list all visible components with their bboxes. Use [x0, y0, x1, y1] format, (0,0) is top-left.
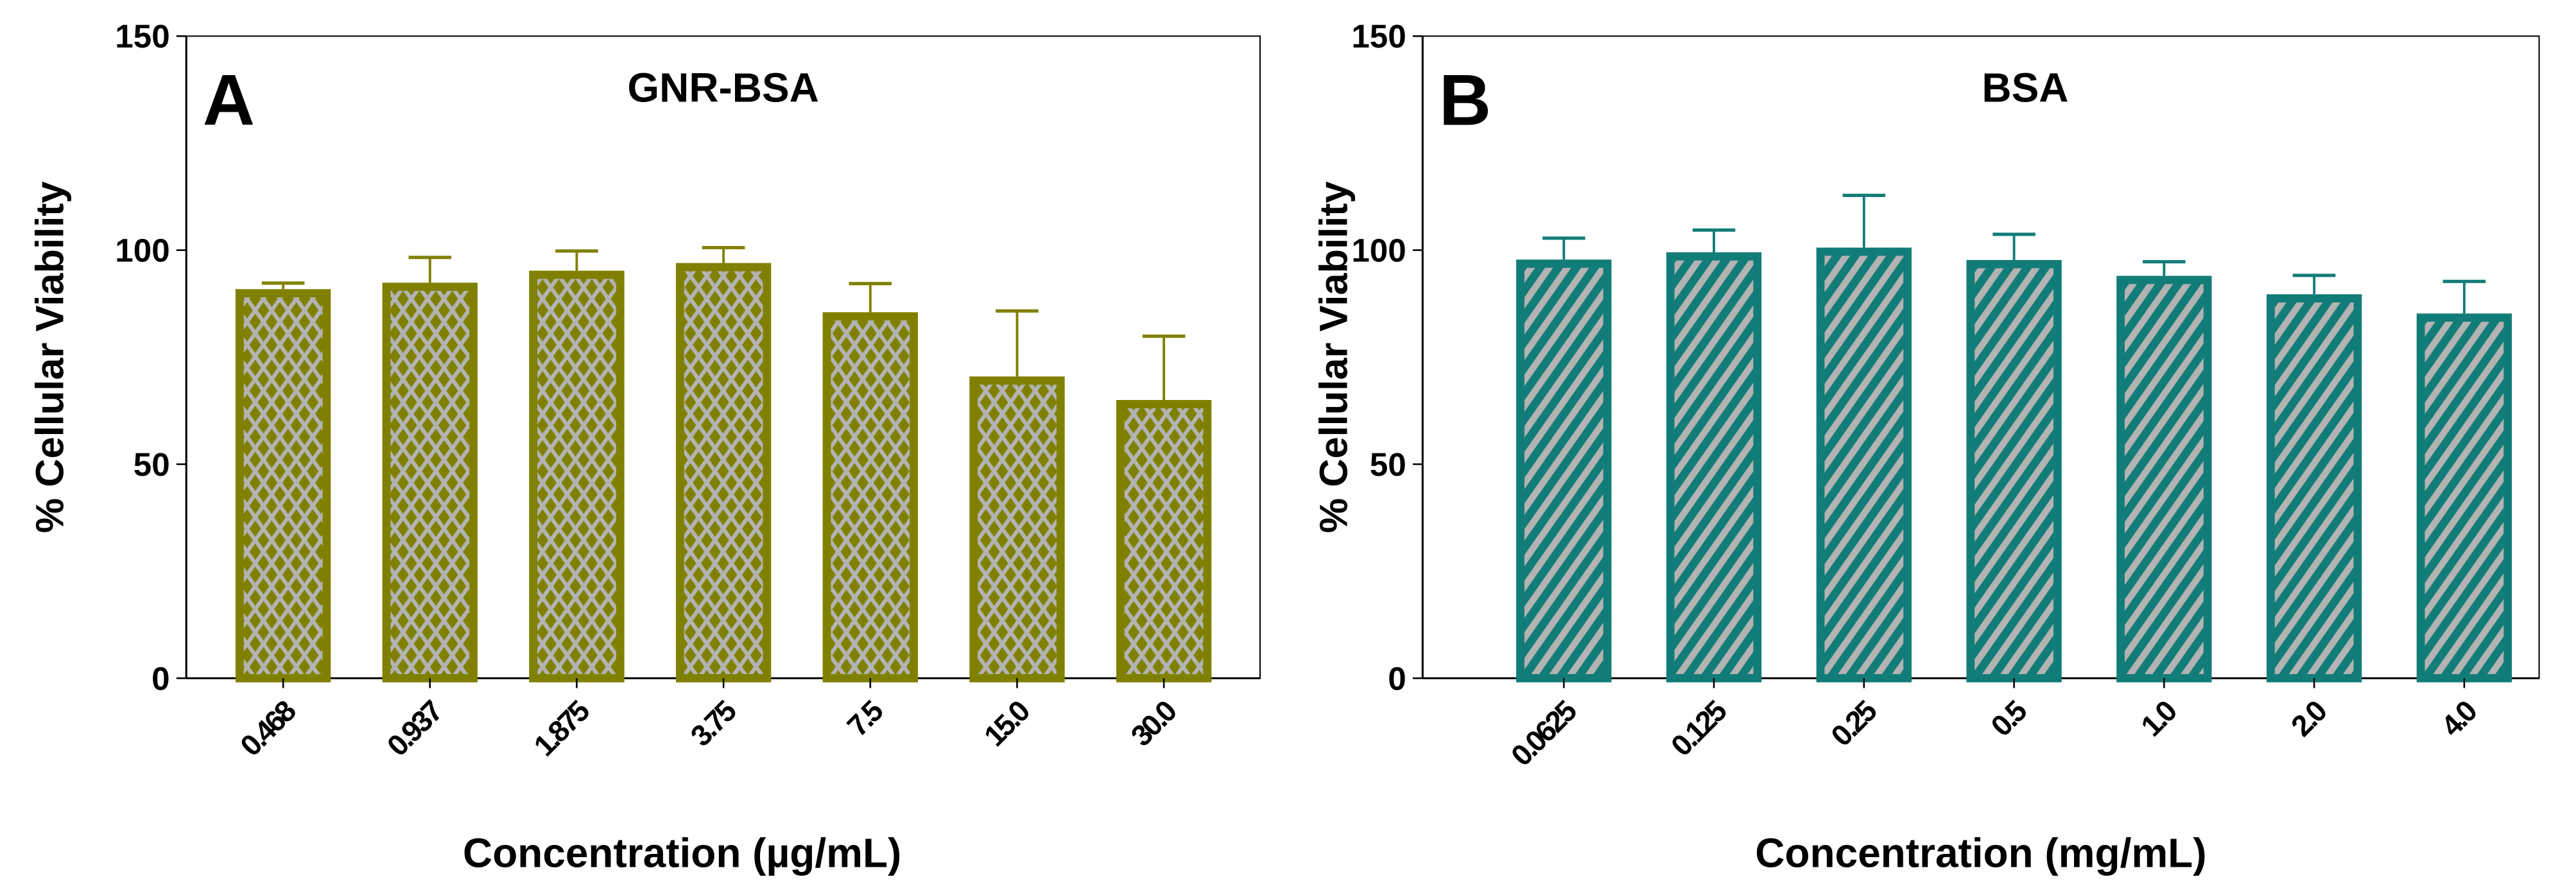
- bar: [2116, 275, 2212, 682]
- bar: [235, 289, 331, 682]
- x-tick-label: 15.0: [978, 694, 1036, 752]
- y-tick-label: 50: [134, 446, 170, 483]
- x-tick-label: 0.468: [234, 694, 302, 763]
- chart-panel-a: 0 50 100 150 0.468 0.937 1.875 3.75 7.5 15.0 30.0 A…: [28, 18, 1261, 876]
- bar: [2266, 294, 2362, 682]
- chart-title: GNR-BSA: [627, 65, 818, 111]
- x-axis-title: Concentration (mg/mL): [1755, 830, 2206, 876]
- x-tick-label: 7.5: [840, 694, 889, 743]
- y-tick-label: 0: [1388, 660, 1406, 697]
- bar: [382, 282, 478, 682]
- x-tick-label: 4.0: [2435, 694, 2483, 742]
- bar: [1666, 252, 1762, 682]
- y-tick-label: 100: [115, 232, 169, 269]
- x-tick-label: 0.25: [1824, 694, 1883, 753]
- y-tick-label: 150: [1351, 18, 1406, 55]
- x-tick-label: 0.937: [381, 694, 449, 762]
- y-tick-label: 100: [1351, 232, 1406, 269]
- chart-title: BSA: [1982, 65, 2068, 111]
- bar: [969, 376, 1065, 682]
- x-tick-label: 3.75: [684, 694, 743, 753]
- x-tick-label: 0.125: [1664, 694, 1733, 763]
- bar: [822, 312, 918, 682]
- bar: [1516, 259, 1612, 682]
- x-tick-label: 30.0: [1124, 694, 1182, 752]
- bar: [529, 270, 625, 682]
- bar: [1116, 399, 1212, 682]
- x-tick-label: 1.875: [527, 694, 596, 763]
- x-tick-label: 1.0: [2134, 694, 2183, 742]
- y-tick-label: 0: [151, 660, 169, 697]
- y-axis-title: % Cellular Viability: [28, 181, 72, 533]
- x-tick-label: 0.0625: [1505, 694, 1583, 772]
- panel-label: A: [203, 59, 255, 140]
- y-axis-title: % Cellular Viability: [1312, 181, 1356, 533]
- y-tick-label: 50: [1370, 446, 1406, 483]
- y-tick-label: 150: [115, 18, 169, 55]
- x-axis-title: Concentration (µg/mL): [463, 830, 901, 876]
- bar: [1816, 247, 1912, 682]
- x-tick-label: 0.5: [1984, 694, 2033, 743]
- bar: [675, 263, 772, 682]
- x-tick-label: 2.0: [2285, 694, 2333, 742]
- panel-label: B: [1439, 59, 1491, 140]
- bar: [1966, 259, 2062, 682]
- chart-panel-b: 0 50 100 150 0.0625 0.125 0.25 0.5 1.0 2.0 4.0 B BSA…: [1312, 18, 2540, 876]
- bar: [2416, 313, 2512, 682]
